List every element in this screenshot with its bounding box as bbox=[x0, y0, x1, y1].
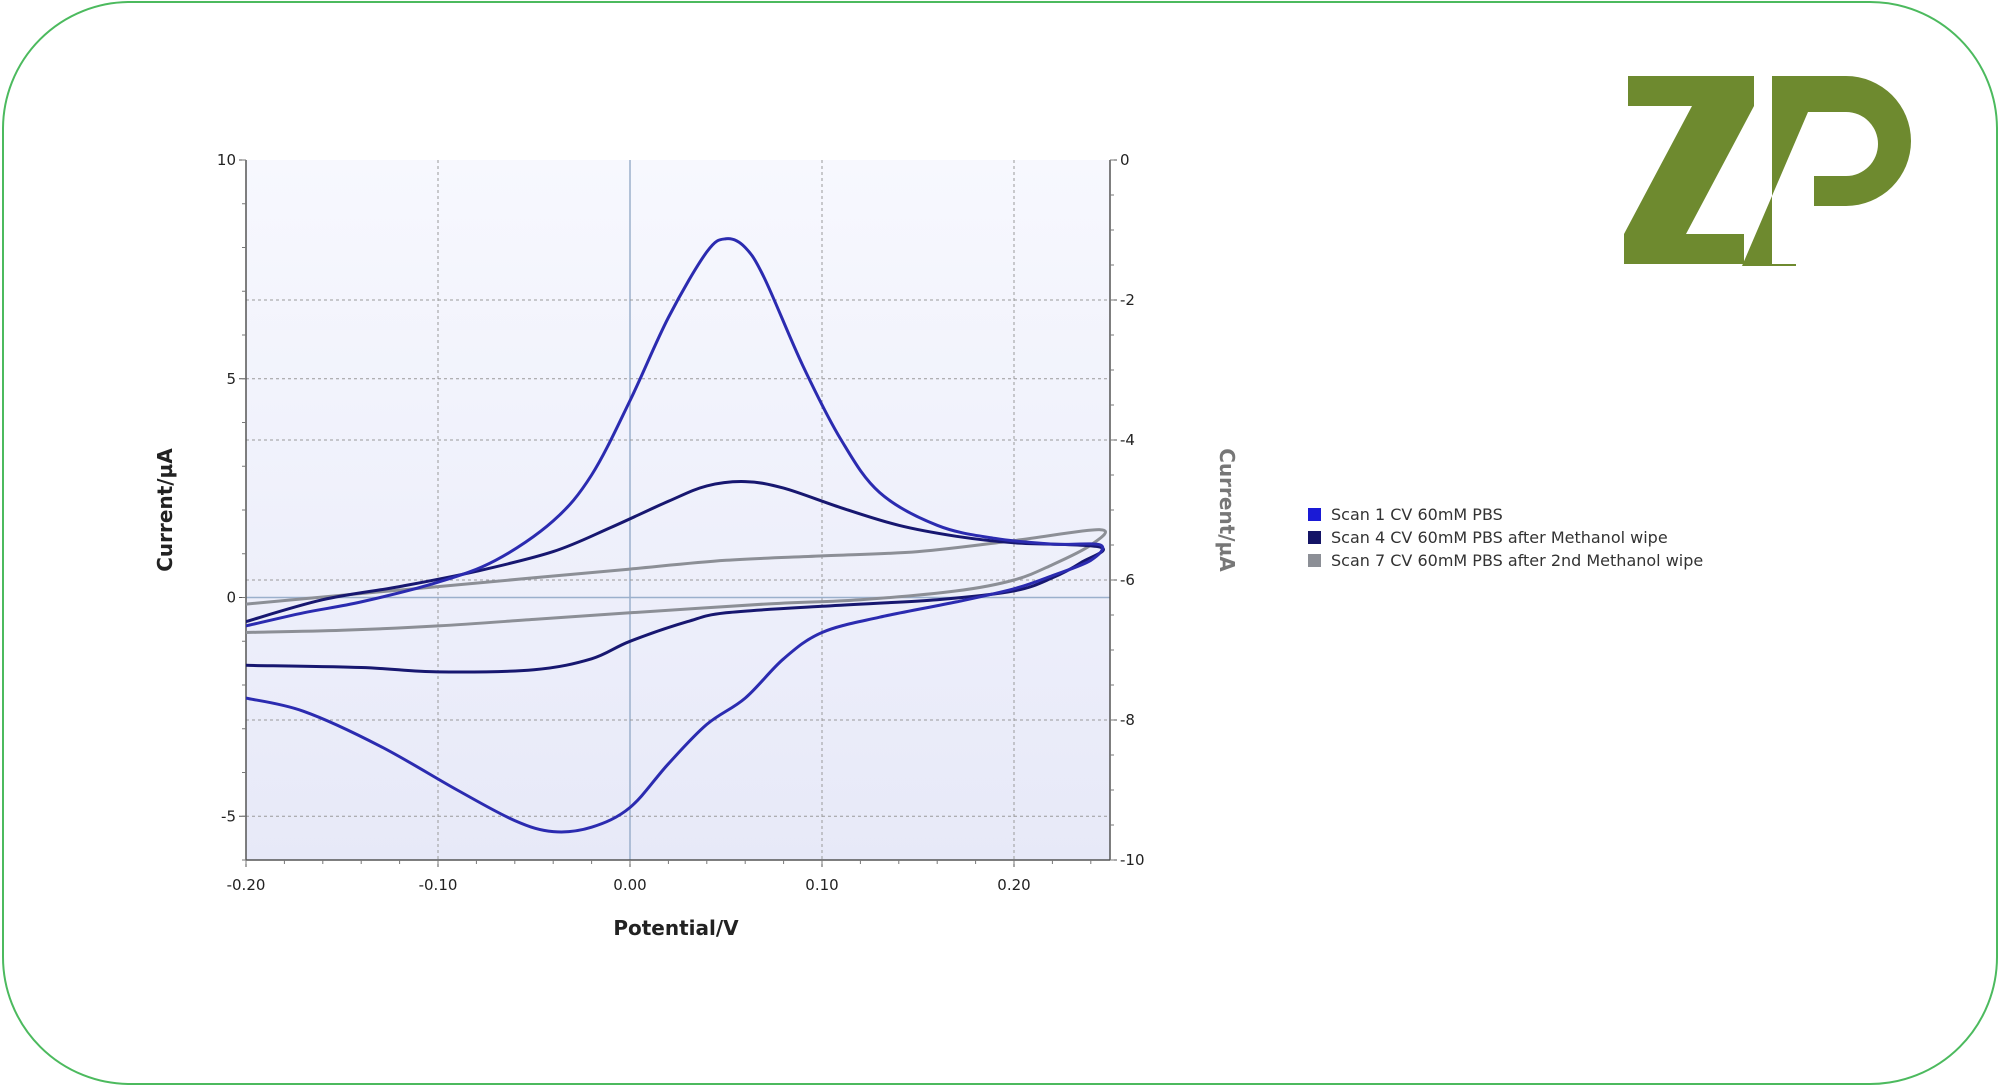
zp-logo: ZP bbox=[1624, 76, 1911, 266]
legend-swatch bbox=[1308, 554, 1321, 567]
y-axis-label-left: Current/µA bbox=[153, 448, 177, 572]
legend-item: Scan 1 CV 60mM PBS bbox=[1308, 503, 1703, 526]
y-right-tick-label: -4 bbox=[1120, 431, 1135, 449]
y-right-tick-label: 0 bbox=[1120, 151, 1130, 169]
chart-legend: Scan 1 CV 60mM PBS Scan 4 CV 60mM PBS aft… bbox=[1308, 503, 1703, 572]
y-tick-label: 10 bbox=[217, 151, 236, 169]
series-line-scan-1 bbox=[246, 237, 1105, 834]
x-tick-label: -0.20 bbox=[227, 876, 266, 894]
legend-item: Scan 4 CV 60mM PBS after Methanol wipe bbox=[1308, 526, 1703, 549]
plot-area bbox=[246, 160, 1110, 860]
x-tick-label: 0.20 bbox=[997, 876, 1030, 894]
legend-swatch bbox=[1308, 508, 1321, 521]
x-tick-label: -0.10 bbox=[419, 876, 458, 894]
y-right-tick-label: -8 bbox=[1120, 711, 1135, 729]
logo-letter-z bbox=[1624, 76, 1754, 264]
y-right-tick-label: -2 bbox=[1120, 291, 1135, 309]
series-line-scan-4 bbox=[246, 480, 1105, 674]
x-tick-label: 0.10 bbox=[805, 876, 838, 894]
y-right-tick-label: -6 bbox=[1120, 571, 1135, 589]
y-tick-label: 5 bbox=[226, 370, 236, 388]
logo-letter-p bbox=[1742, 76, 1911, 266]
x-tick-label: 0.00 bbox=[613, 876, 646, 894]
legend-item: Scan 7 CV 60mM PBS after 2nd Methanol wi… bbox=[1308, 549, 1703, 572]
y-right-tick-label: -10 bbox=[1120, 851, 1145, 869]
x-axis-label: Potential/V bbox=[613, 916, 739, 940]
y-axis-label-right: Current/µA bbox=[1215, 448, 1239, 572]
legend-label: Scan 1 CV 60mM PBS bbox=[1331, 505, 1503, 524]
legend-swatch bbox=[1308, 531, 1321, 544]
legend-label: Scan 4 CV 60mM PBS after Methanol wipe bbox=[1331, 528, 1668, 547]
y-tick-label: -5 bbox=[221, 807, 236, 825]
y-tick-label: 0 bbox=[226, 589, 236, 607]
legend-label: Scan 7 CV 60mM PBS after 2nd Methanol wi… bbox=[1331, 551, 1704, 570]
